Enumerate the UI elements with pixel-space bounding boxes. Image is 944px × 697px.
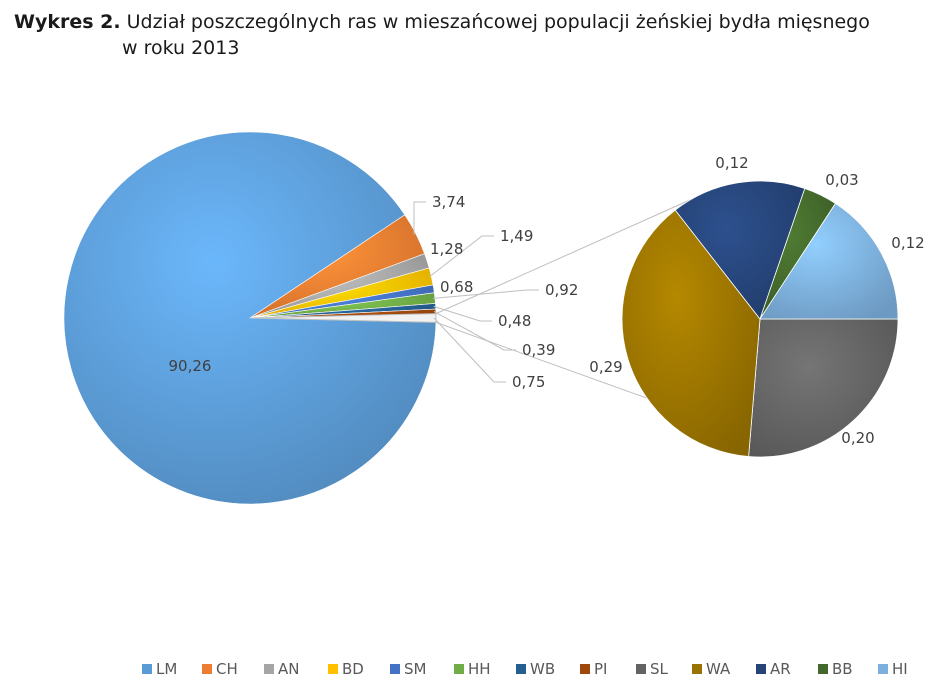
legend-label-wa: WA: [706, 660, 731, 678]
label-main-sm: 0,68: [440, 278, 473, 296]
legend-swatch-bb: [818, 664, 828, 674]
label-secondary-ar: 0,12: [715, 154, 748, 172]
legend-swatch-lm: [142, 664, 152, 674]
leader-lines: [413, 201, 539, 383]
label-secondary-bb: 0,03: [825, 171, 858, 189]
legend-label-sm: SM: [404, 660, 426, 678]
legend-swatch-ar: [756, 664, 766, 674]
label-main-lm: 90,26: [169, 357, 212, 375]
label-main-other: 0,75: [512, 373, 545, 391]
legend-swatch-sm: [390, 664, 400, 674]
legend-swatch-hh: [454, 664, 464, 674]
label-secondary-wa: 0,29: [589, 358, 622, 376]
title-line-1: Udział poszczególnych ras w mieszańcowej…: [126, 11, 870, 33]
legend-label-bb: BB: [832, 660, 853, 678]
secondary-slice-sl: [748, 318, 899, 458]
leader-main-other: [433, 317, 506, 383]
connector-bottom: [435, 321, 648, 399]
title-prefix: Wykres 2.: [14, 11, 121, 33]
legend-swatch-wa: [692, 664, 702, 674]
legend-swatch-pi: [580, 664, 590, 674]
legend-label-lm: LM: [156, 660, 177, 678]
data-labels: 90,26 3,74 1,28 1,49 0,68 0,92 0,48 0,39 0,75 0,2…: [169, 154, 925, 447]
legend-label-ar: AR: [770, 660, 791, 678]
legend-swatch-sl: [636, 664, 646, 674]
legend: LM CH AN BD SM HH WB PI SL WA AR BB HI: [142, 660, 908, 678]
label-main-wb: 0,48: [498, 312, 531, 330]
label-main-an: 1,28: [430, 240, 463, 258]
label-secondary-sl: 0,20: [841, 429, 874, 447]
secondary-pie: [621, 180, 899, 458]
legend-label-ch: CH: [216, 660, 238, 678]
chart-title: Wykres 2. Udział poszczególnych ras w mie…: [14, 9, 870, 61]
label-secondary-hi: 0,12: [891, 234, 924, 252]
legend-label-pi: PI: [594, 660, 607, 678]
main-slice-other: [249, 313, 437, 323]
legend-swatch-wb: [516, 664, 526, 674]
legend-label-hi: HI: [892, 660, 908, 678]
label-main-bd: 1,49: [500, 227, 533, 245]
legend-label-sl: SL: [650, 660, 669, 678]
secondary-slice-wa: [621, 209, 761, 457]
secondary-slice-ar: [674, 180, 806, 320]
title-line-2: w roku 2013: [122, 37, 240, 59]
legend-swatch-ch: [202, 664, 212, 674]
leader-main-wb: [433, 305, 492, 322]
legend-swatch-an: [264, 664, 274, 674]
secondary-slice-hi: [759, 202, 899, 320]
legend-swatch-hi: [878, 664, 888, 674]
legend-label-an: AN: [278, 660, 299, 678]
main-pie: [63, 131, 437, 505]
label-main-pi: 0,39: [522, 341, 555, 359]
legend-label-bd: BD: [342, 660, 364, 678]
label-main-hh: 0,92: [545, 281, 578, 299]
leader-main-hh: [432, 289, 539, 299]
label-main-ch: 3,74: [432, 193, 465, 211]
legend-swatch-bd: [328, 664, 338, 674]
leader-main-pi: [433, 310, 516, 351]
leader-main-bd: [429, 235, 494, 278]
leader-main-ch: [413, 201, 426, 235]
legend-label-wb: WB: [530, 660, 555, 678]
legend-label-hh: HH: [468, 660, 491, 678]
